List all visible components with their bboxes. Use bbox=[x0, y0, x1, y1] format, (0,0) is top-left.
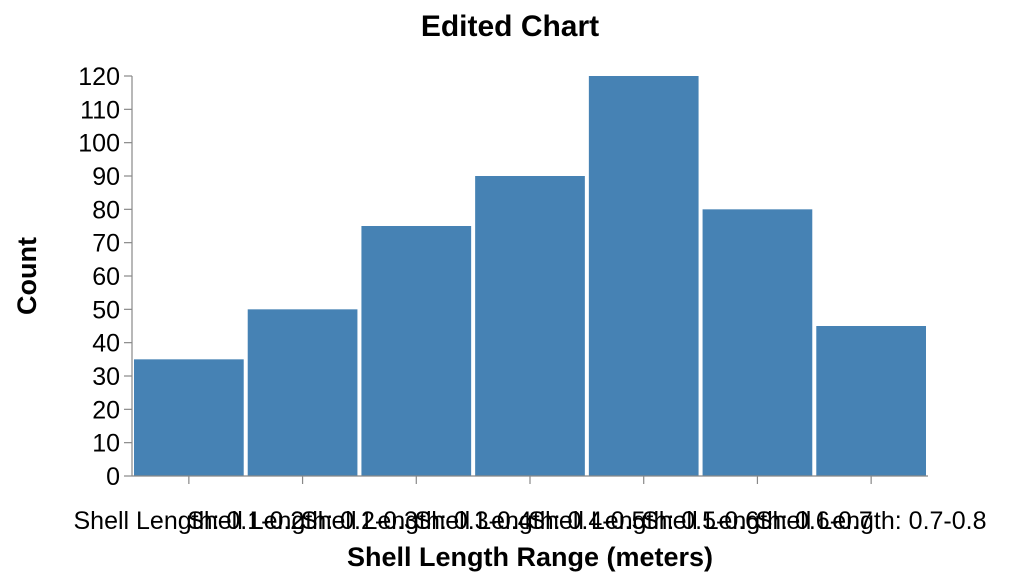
y-axis-title: Count bbox=[12, 237, 42, 315]
y-tick-label: 70 bbox=[92, 230, 120, 258]
y-tick-label: 10 bbox=[92, 430, 120, 458]
x-tick-label: Shell Length: 0.1-0.2 bbox=[73, 507, 304, 535]
x-tick-label: Shell Length: 0.5-0.6 bbox=[528, 507, 759, 535]
x-tick-label: Shell Length: 0.2-0.3 bbox=[187, 507, 418, 535]
x-tick-label: Shell Length: 0.7-0.8 bbox=[756, 507, 987, 535]
bar[interactable] bbox=[702, 209, 813, 477]
bar[interactable] bbox=[361, 226, 472, 476]
x-tick-label: Shell Length: 0.4-0.5 bbox=[415, 507, 646, 535]
bars-group bbox=[134, 76, 926, 477]
y-tick-label: 40 bbox=[92, 330, 120, 358]
y-tick-label: 110 bbox=[80, 96, 120, 124]
y-tick-label: 20 bbox=[92, 396, 120, 424]
y-tick-label: 60 bbox=[92, 263, 120, 291]
bar[interactable] bbox=[134, 359, 244, 476]
y-tick-label: 120 bbox=[78, 63, 120, 91]
x-tick-label: Shell Length: 0.6-0.7 bbox=[642, 507, 873, 535]
chart-title: Edited Chart bbox=[421, 10, 599, 43]
y-tick-label: 30 bbox=[92, 363, 120, 391]
y-tick-label: 100 bbox=[78, 130, 120, 158]
y-tick-label: 80 bbox=[92, 196, 120, 224]
bar[interactable] bbox=[247, 309, 358, 476]
bar[interactable] bbox=[588, 76, 699, 476]
y-tick-label: 0 bbox=[106, 463, 120, 491]
bar[interactable] bbox=[475, 176, 585, 476]
y-axis: 0 10 20 30 40 50 60 70 80 90 100 110 120 bbox=[78, 63, 132, 491]
y-tick-label: 90 bbox=[92, 163, 120, 191]
bar[interactable] bbox=[816, 326, 926, 476]
y-tick-label: 50 bbox=[92, 296, 120, 324]
x-axis-title: Shell Length Range (meters) bbox=[347, 542, 713, 572]
x-tick-label: Shell Length: 0.3-0.4 bbox=[301, 507, 532, 535]
